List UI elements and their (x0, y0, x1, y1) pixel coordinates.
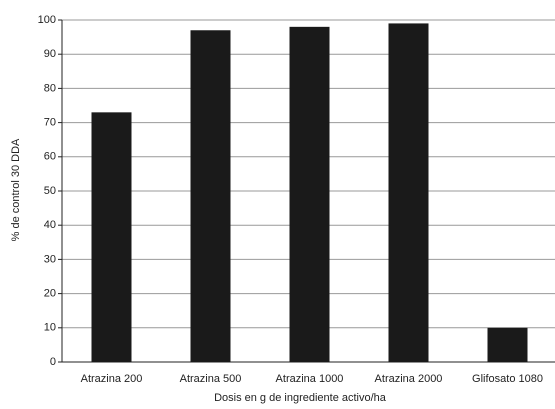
y-tick-label: 10 (44, 322, 56, 334)
y-tick-label: 0 (50, 356, 56, 368)
x-tick-label: Atrazina 200 (81, 373, 143, 385)
bar (91, 112, 132, 362)
y-tick-label: 40 (44, 219, 56, 231)
x-tick-label: Atrazina 1000 (276, 373, 344, 385)
x-tick-label: Glifosato 1080 (472, 373, 543, 385)
y-tick-label: 80 (44, 82, 56, 94)
bar (487, 327, 528, 362)
y-tick-label: 100 (38, 14, 56, 26)
y-tick-label: 90 (44, 48, 56, 60)
bar (388, 23, 429, 362)
x-tick-label: Atrazina 500 (180, 373, 242, 385)
bar (190, 30, 231, 362)
y-tick-label: 30 (44, 253, 56, 265)
y-tick-label: 50 (44, 185, 56, 197)
bar (289, 26, 330, 363)
y-tick-label: 60 (44, 151, 56, 163)
x-tick-label: Atrazina 2000 (375, 373, 443, 385)
y-axis-title: % de control 30 DDA (10, 138, 22, 241)
x-axis-title: Dosis en g de ingrediente activo/ha (214, 392, 387, 404)
y-tick-label: 70 (44, 117, 56, 129)
y-tick-label: 20 (44, 288, 56, 300)
